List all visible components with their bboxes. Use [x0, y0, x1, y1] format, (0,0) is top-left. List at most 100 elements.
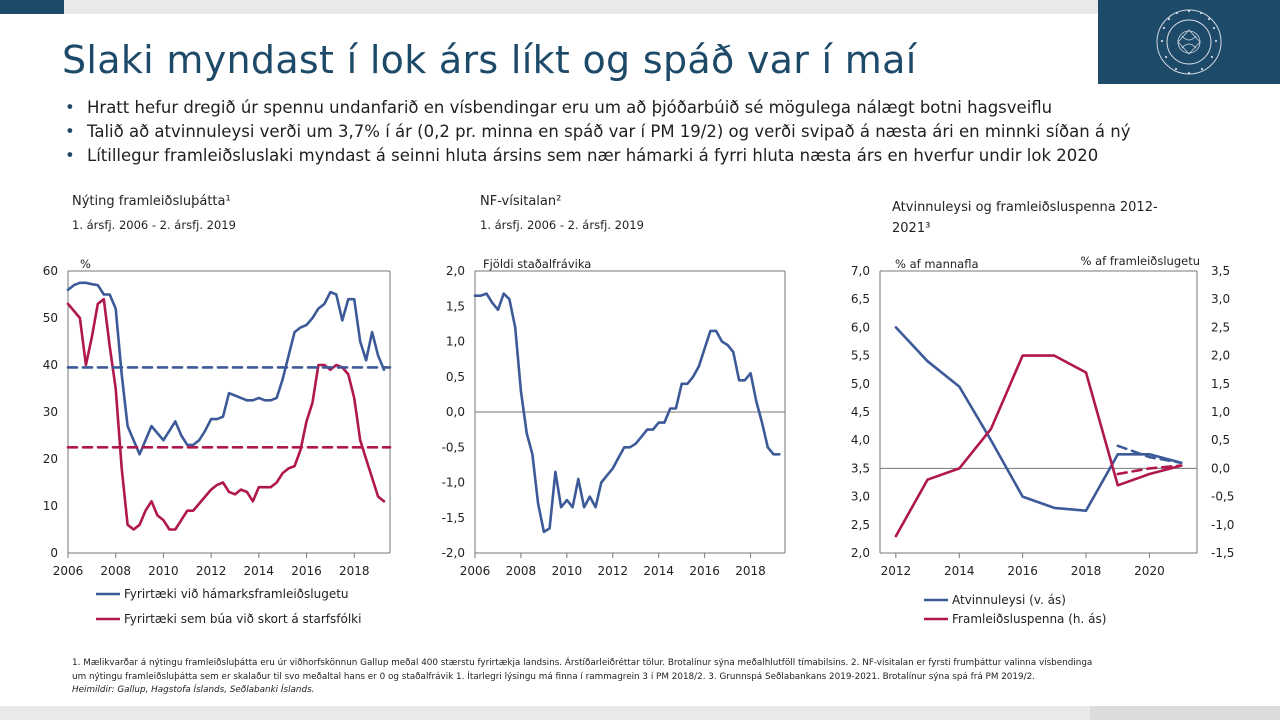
- chart3-title: Atvinnuleysi og framleiðsluspenna 2012-: [892, 200, 1158, 215]
- chart3-ytick-right-label: 3,0: [1211, 292, 1230, 306]
- chart3-ytick-right-label: -0,5: [1211, 490, 1234, 504]
- central-bank-logo: [1098, 0, 1280, 84]
- chart1-ytick-label: 20: [43, 452, 58, 466]
- chart3-forecast-line: [1116, 464, 1183, 476]
- chart2-series-line: [473, 292, 781, 534]
- seal-icon: [1156, 9, 1222, 75]
- chart1-xtick-label: 2018: [339, 564, 370, 578]
- chart3-ytick-left-label: 3,5: [851, 461, 870, 475]
- chart2-ytick-label: -0,5: [442, 440, 465, 454]
- chart3-ytick-left-label: 2,5: [851, 518, 870, 532]
- chart3-xtick-label: 2018: [1071, 564, 1102, 578]
- bullet-text: Hratt hefur dregið úr spennu undanfarið …: [87, 98, 1053, 117]
- bottom-strip-accent: [1090, 706, 1280, 720]
- chart1-xtick-label: 2016: [291, 564, 322, 578]
- chart3-ytick-right-label: 0,5: [1211, 433, 1230, 447]
- chart3-ylabel-right: % af framleiðslugetu: [1080, 254, 1200, 268]
- chart2-ylabel: Fjöldi staðalfrávika: [483, 257, 591, 271]
- top-strip-accent: [0, 0, 64, 14]
- chart3-ytick-right-label: -1,0: [1211, 518, 1234, 532]
- bullet-text: Talið að atvinnuleysi verði um 3,7% í ár…: [87, 122, 1131, 141]
- chart3-ytick-left-label: 6,0: [851, 320, 870, 334]
- chart3-title: 2021³: [892, 221, 930, 236]
- chart3-ytick-right-label: 1,0: [1211, 405, 1230, 419]
- chart3-ytick-left-label: 6,5: [851, 292, 870, 306]
- chart1-ytick-label: 0: [50, 546, 58, 560]
- chart2-xtick-label: 2014: [643, 564, 674, 578]
- bullet-item: • Hratt hefur dregið úr spennu undanfarið…: [62, 96, 1262, 120]
- chart3-ytick-left-label: 3,0: [851, 490, 870, 504]
- chart2-xtick-label: 2008: [506, 564, 537, 578]
- bullet-text: Lítillegur framleiðsluslaki myndast á se…: [87, 146, 1099, 165]
- chart2-ytick-label: -2,0: [442, 546, 465, 560]
- page-title: Slaki myndast í lok árs líkt og spáð var…: [62, 38, 917, 82]
- chart1-ytick-label: 60: [43, 264, 58, 278]
- chart3-ytick-left-label: 2,0: [851, 546, 870, 560]
- chart1-ytick-label: 10: [43, 499, 58, 513]
- chart1-series-line: [66, 281, 386, 456]
- chart3-forecast-line: [1116, 444, 1183, 465]
- footnote: 1. Mælikvarðar á nýtingu framleiðsluþátt…: [72, 657, 1212, 698]
- chart1-subtitle: 1. ársfj. 2006 - 2. ársfj. 2019: [72, 218, 236, 232]
- chart1-xtick-label: 2012: [196, 564, 227, 578]
- chart1-ytick-label: 40: [43, 358, 58, 372]
- chart2-title: NF-vísitalan²: [480, 194, 561, 209]
- chart1-legend-item-label: Fyrirtæki við hámarksframleiðslugetu: [124, 587, 349, 601]
- footnote-line: um nýtingu framleiðsluþátta sem er skala…: [72, 671, 1035, 682]
- bottom-strip: [0, 706, 1280, 720]
- chart2-xtick-label: 2018: [735, 564, 766, 578]
- chart2-ytick-label: -1,5: [442, 511, 465, 525]
- chart3-xtick-label: 2016: [1007, 564, 1038, 578]
- chart2-ytick-label: 0,0: [446, 405, 465, 419]
- chart2-xtick-label: 2006: [460, 564, 491, 578]
- chart3-ytick-left-label: 4,5: [851, 405, 870, 419]
- chart1-xtick-label: 2010: [148, 564, 179, 578]
- chart3-ytick-right-label: 1,5: [1211, 377, 1230, 391]
- bullet-item: • Talið að atvinnuleysi verði um 3,7% í á…: [62, 120, 1262, 144]
- bullet-dot-icon: •: [65, 98, 75, 117]
- bullet-dot-icon: •: [65, 146, 75, 165]
- chart3-ytick-right-label: 0,0: [1211, 461, 1230, 475]
- chart3-legend-item-label: Atvinnuleysi (v. ás): [952, 593, 1066, 607]
- chart2-ytick-label: 0,5: [446, 370, 465, 384]
- chart3-ytick-right-label: 3,5: [1211, 264, 1230, 278]
- chart3-xtick-label: 2020: [1134, 564, 1165, 578]
- chart3-ytick-left-label: 4,0: [851, 433, 870, 447]
- chart3-ytick-right-label: 2,0: [1211, 349, 1230, 363]
- chart3-ytick-left-label: 5,5: [851, 349, 870, 363]
- chart3-ylabel-left: % af mannafla: [895, 257, 979, 271]
- chart1-legend-item-label: Fyrirtæki sem búa við skort á starfsfólk…: [124, 612, 361, 626]
- footnote-line: 1. Mælikvarðar á nýtingu framleiðsluþátt…: [72, 658, 1093, 668]
- chart2-xtick-label: 2016: [689, 564, 720, 578]
- chart1-xtick-label: 2008: [100, 564, 131, 578]
- chart1-series-line: [66, 297, 386, 531]
- chart3-ytick-left-label: 7,0: [851, 264, 870, 278]
- chart3-ytick-left-label: 5,0: [851, 377, 870, 391]
- chart1-title: Nýting framleiðsluþátta¹: [72, 194, 231, 209]
- chart2-ytick-label: 1,0: [446, 335, 465, 349]
- chart3-series-line: [894, 354, 1183, 538]
- footnote-sources: Heimildir: Gallup, Hagstofa Íslands, Seð…: [72, 685, 315, 695]
- chart3-xtick-label: 2014: [944, 564, 975, 578]
- top-strip: [0, 0, 1098, 14]
- chart2-ytick-label: 1,5: [446, 299, 465, 313]
- chart2-ytick-label: -1,0: [442, 476, 465, 490]
- chart2-ytick-label: 2,0: [446, 264, 465, 278]
- bullet-list: • Hratt hefur dregið úr spennu undanfarið…: [62, 96, 1262, 168]
- chart2-xtick-label: 2010: [552, 564, 583, 578]
- chart3-ytick-right-label: 2,5: [1211, 320, 1230, 334]
- bullet-item: • Lítillegur framleiðsluslaki myndast á s…: [62, 144, 1262, 168]
- chart1-ytick-label: 30: [43, 405, 58, 419]
- chart3-ytick-right-label: -1,5: [1211, 546, 1234, 560]
- chart1-ylabel: %: [80, 257, 91, 271]
- chart2-xtick-label: 2012: [598, 564, 629, 578]
- chart1-ytick-label: 50: [43, 311, 58, 325]
- bullet-dot-icon: •: [65, 122, 75, 141]
- chart3-legend-item-label: Framleiðsluspenna (h. ás): [952, 612, 1106, 626]
- chart3-series-line: [894, 326, 1183, 513]
- chart1-xtick-label: 2006: [53, 564, 84, 578]
- chart2-subtitle: 1. ársfj. 2006 - 2. ársfj. 2019: [480, 218, 644, 232]
- chart3-xtick-label: 2012: [881, 564, 912, 578]
- chart1-xtick-label: 2014: [244, 564, 275, 578]
